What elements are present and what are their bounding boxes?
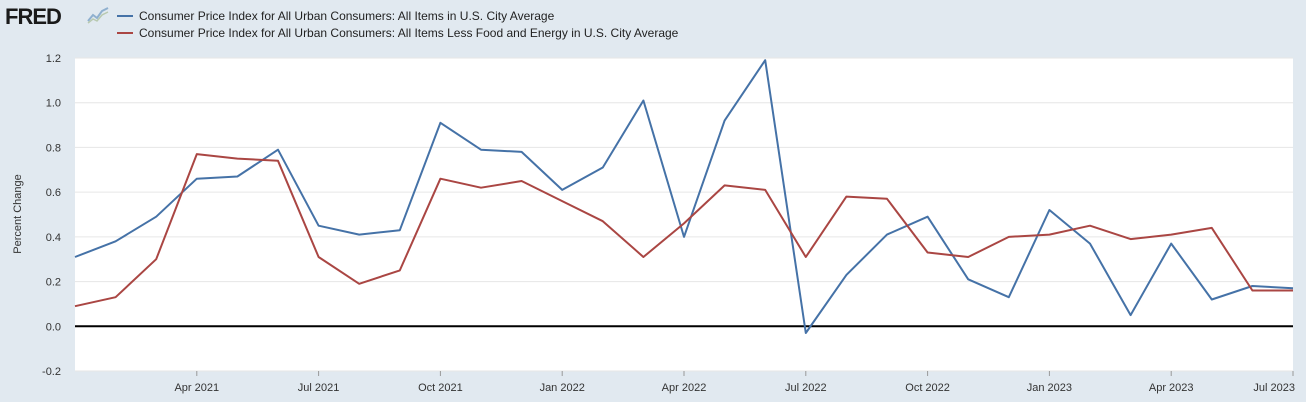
legend-item-series-2[interactable]: Consumer Price Index for All Urban Consu…	[117, 25, 678, 41]
legend-label-series-1: Consumer Price Index for All Urban Consu…	[139, 9, 555, 23]
plot-area	[75, 58, 1293, 371]
legend-swatch-series-2	[117, 32, 133, 34]
series-line-1[interactable]	[74, 59, 1294, 334]
legend-label-series-2: Consumer Price Index for All Urban Consu…	[139, 26, 679, 40]
fred-trend-icon	[87, 6, 109, 24]
x-tick-label: Jul 2021	[298, 382, 340, 394]
chart-header: FRED Consumer Price Index for All Urban …	[0, 0, 1306, 48]
x-tick-label: Apr 2022	[662, 382, 707, 394]
y-tick-label: 0.8	[46, 142, 61, 154]
y-tick-label: 0.6	[46, 187, 61, 199]
legend-item-series-1[interactable]: Consumer Price Index for All Urban Consu…	[117, 8, 554, 24]
y-tick-label: 1.2	[46, 53, 61, 65]
y-tick-label: 0.0	[46, 321, 61, 333]
x-tick-label: Oct 2022	[905, 382, 950, 394]
x-tick-label: Jul 2022	[785, 382, 827, 394]
fred-logo[interactable]: FRED	[5, 4, 62, 29]
series-lines	[74, 59, 1294, 334]
x-tick-label: Oct 2021	[418, 382, 463, 394]
y-tick-label: 0.4	[46, 232, 61, 244]
y-tick-label: 0.2	[46, 277, 61, 289]
series-line-2[interactable]	[74, 153, 1293, 308]
x-tick-label: Jan 2023	[1027, 382, 1072, 394]
x-axis-ticks: Apr 2021 Jul 2021 Oct 2021 Jan 2022 Apr 2022…	[174, 371, 1295, 394]
y-tick-label: 1.0	[46, 98, 61, 110]
y-tick-label: -0.2	[42, 366, 61, 378]
x-tick-label: Jan 2022	[540, 382, 585, 394]
y-axis-title: Percent Change	[12, 174, 24, 254]
legend-swatch-series-1	[117, 15, 133, 17]
x-tick-label: Apr 2021	[174, 382, 219, 394]
x-tick-label: Jul 2023	[1253, 382, 1295, 394]
x-tick-label: Apr 2023	[1149, 382, 1194, 394]
y-axis-ticks: -0.2 0.0 0.2 0.4 0.6 0.8 1.0 1.2	[42, 53, 61, 378]
